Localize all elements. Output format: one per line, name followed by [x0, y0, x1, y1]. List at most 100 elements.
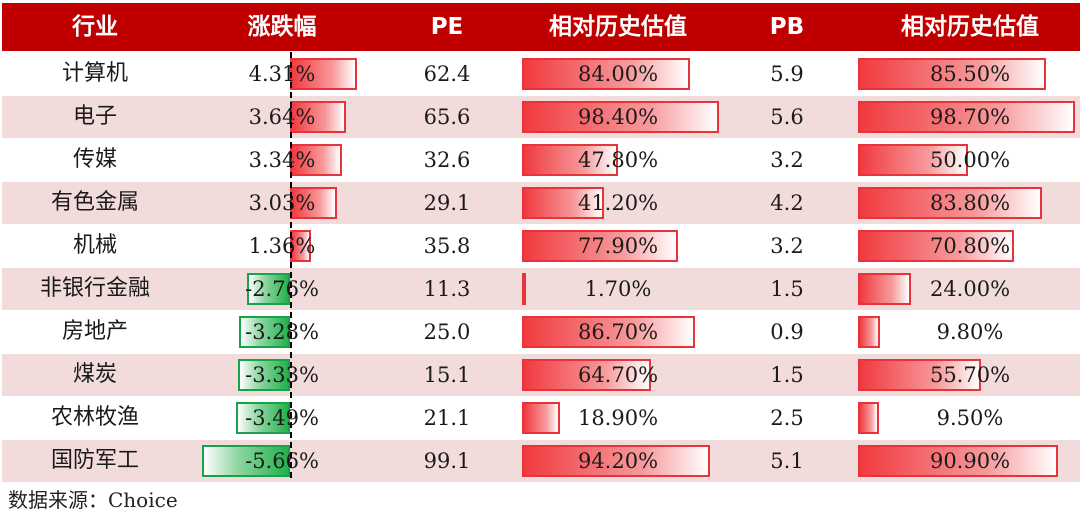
- change-cell: -5.66%: [245, 449, 319, 473]
- pe-relative-cell: 86.70%: [577, 320, 659, 344]
- pb-cell: 1.5: [770, 363, 804, 387]
- pb-relative-bar: [858, 187, 1043, 219]
- pb-relative-bar: [858, 359, 981, 391]
- industry-cell: 煤炭: [72, 362, 117, 387]
- pb-cell: 1.5: [770, 277, 804, 301]
- pb-relative-cell: 50.00%: [929, 148, 1011, 172]
- pe-relative-bar: [522, 445, 711, 477]
- industry-cell: 房地产: [61, 319, 128, 344]
- header-pb-relative: 相对历史估值: [901, 14, 1039, 40]
- industry-cell: 机械: [72, 233, 117, 258]
- change-bar: [238, 359, 290, 391]
- pb-relative-cell: 55.70%: [929, 363, 1011, 387]
- change-bar: [290, 58, 357, 90]
- pb-relative-cell: 85.50%: [929, 62, 1011, 86]
- change-bar: [247, 273, 290, 305]
- pb-relative-bar: [858, 230, 1014, 262]
- industry-cell: 有色金属: [50, 190, 139, 215]
- change-cell: 1.36%: [248, 234, 316, 258]
- pb-relative-cell: 70.80%: [929, 234, 1011, 258]
- source-note: 数据来源：Choice: [8, 488, 178, 512]
- pb-relative-bar: [858, 445, 1058, 477]
- pb-cell: 2.5: [770, 406, 804, 430]
- table-row: 国防军工 -5.66% 99.1 94.20% 5.1 90.90%: [2, 440, 1080, 482]
- pe-relative-cell: 84.00%: [577, 62, 659, 86]
- change-cell: -3.49%: [245, 406, 319, 430]
- header-industry: 行业: [72, 14, 118, 40]
- pe-relative-cell: 77.90%: [577, 234, 659, 258]
- table-row: 农林牧渔 -3.49% 21.1 18.90% 2.5 9.50%: [2, 397, 1080, 439]
- header-change: 涨跌幅: [247, 14, 317, 40]
- pe-cell: 11.3: [423, 277, 471, 301]
- change-cell: -3.28%: [245, 320, 319, 344]
- pe-relative-cell: 94.20%: [577, 449, 659, 473]
- pe-cell: 32.6: [423, 148, 471, 172]
- pe-relative-bar: [522, 359, 652, 391]
- pb-relative-cell: 90.90%: [929, 449, 1011, 473]
- pe-relative-bar: [522, 144, 618, 176]
- pb-cell: 4.2: [770, 191, 804, 215]
- pb-relative-cell: 83.80%: [929, 191, 1011, 215]
- table-row: 有色金属 3.03% 29.1 41.20% 4.2 83.80%: [2, 182, 1080, 224]
- header-pb: PB: [769, 14, 805, 40]
- pb-cell: 5.1: [770, 449, 804, 473]
- pe-relative-bar: [522, 316, 696, 348]
- pe-relative-bar: [522, 101, 719, 133]
- pb-relative-bar: [858, 101, 1076, 133]
- pb-relative-cell: 9.80%: [936, 320, 1004, 344]
- change-bar: [239, 316, 290, 348]
- pe-cell: 35.8: [423, 234, 471, 258]
- pb-relative-bar: [858, 402, 879, 434]
- pe-cell: 21.1: [423, 406, 471, 430]
- pb-cell: 5.9: [770, 62, 804, 86]
- pe-cell: 29.1: [423, 191, 471, 215]
- pb-cell: 3.2: [770, 148, 804, 172]
- table-row: 电子 3.64% 65.6 98.40% 5.6 98.70%: [2, 96, 1080, 138]
- pe-relative-bar: [522, 230, 678, 262]
- pe-relative-cell: 1.70%: [584, 277, 652, 301]
- change-bar: [290, 144, 342, 176]
- industry-cell: 传媒: [72, 147, 117, 172]
- pb-relative-cell: 24.00%: [929, 277, 1011, 301]
- pe-relative-cell: 98.40%: [577, 105, 659, 129]
- industry-cell: 国防军工: [50, 448, 139, 473]
- pe-relative-bar: [522, 187, 605, 219]
- header-pe: PE: [430, 14, 464, 40]
- pb-relative-bar: [858, 316, 880, 348]
- industry-cell: 农林牧渔: [50, 405, 139, 430]
- pe-cell: 65.6: [423, 105, 471, 129]
- pe-relative-bar: [522, 273, 526, 305]
- industry-cell: 计算机: [61, 61, 128, 86]
- pb-relative-bar: [858, 58, 1047, 90]
- pb-cell: 5.6: [770, 105, 804, 129]
- table-row: 煤炭 -3.33% 15.1 64.70% 1.5 55.70%: [2, 354, 1080, 396]
- change-cell: 3.34%: [248, 148, 316, 172]
- change-cell: 4.31%: [248, 62, 316, 86]
- pb-cell: 0.9: [770, 320, 804, 344]
- pe-cell: 25.0: [423, 320, 471, 344]
- pe-relative-cell: 18.90%: [577, 406, 659, 430]
- pe-relative-bar: [522, 402, 560, 434]
- change-bar: [290, 187, 337, 219]
- table-row: 房地产 -3.28% 25.0 86.70% 0.9 9.80%: [2, 311, 1080, 353]
- change-cell: 3.03%: [248, 191, 316, 215]
- pb-relative-bar: [858, 273, 911, 305]
- pb-cell: 3.2: [770, 234, 804, 258]
- pe-relative-cell: 41.20%: [577, 191, 659, 215]
- pe-cell: 99.1: [423, 449, 471, 473]
- change-cell: -2.76%: [245, 277, 319, 301]
- industry-cell: 非银行金融: [39, 276, 150, 301]
- table-row: 计算机 4.31% 62.4 84.00% 5.9 85.50%: [2, 53, 1080, 95]
- pe-relative-bar: [522, 58, 690, 90]
- change-cell: 3.64%: [248, 105, 316, 129]
- industry-cell: 电子: [72, 104, 117, 129]
- change-bar: [202, 445, 290, 477]
- zero-axis-line: [290, 52, 292, 478]
- pe-cell: 62.4: [423, 62, 471, 86]
- pb-relative-bar: [858, 144, 968, 176]
- pb-relative-cell: 98.70%: [929, 105, 1011, 129]
- pe-relative-cell: 64.70%: [577, 363, 659, 387]
- change-bar: [235, 402, 290, 434]
- change-cell: -3.33%: [245, 363, 319, 387]
- header-pe-relative: 相对历史估值: [549, 14, 687, 40]
